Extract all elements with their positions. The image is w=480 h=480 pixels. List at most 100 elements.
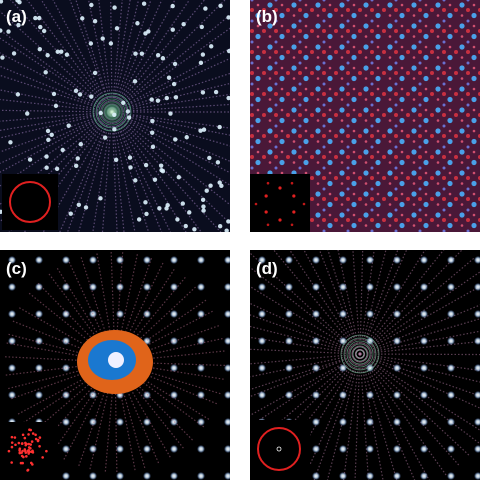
lattice-spot — [116, 256, 124, 264]
inset-ring — [9, 181, 51, 223]
ray — [0, 111, 113, 173]
ray — [75, 0, 113, 113]
center-blob — [108, 352, 124, 368]
lattice-spot — [447, 418, 455, 426]
spot — [11, 51, 17, 56]
inset-spot — [20, 454, 24, 458]
spot — [37, 15, 42, 21]
ray — [359, 353, 480, 372]
lattice-spot — [197, 283, 205, 291]
inset-spot — [20, 442, 24, 445]
spot — [226, 48, 230, 54]
spot — [76, 202, 82, 207]
spot — [150, 144, 156, 150]
lattice-spot — [143, 283, 151, 291]
lattice-spot — [258, 391, 266, 399]
lattice-spot — [420, 337, 428, 345]
ray — [359, 353, 480, 445]
ray — [359, 353, 384, 480]
ray — [359, 250, 445, 355]
inset-spot — [38, 444, 41, 448]
ring — [355, 349, 365, 359]
lattice-spot — [224, 256, 230, 264]
spot — [175, 217, 180, 222]
spot — [44, 154, 49, 159]
panel-c — [0, 250, 230, 480]
lattice-spot — [339, 283, 347, 291]
inset-spot — [264, 194, 268, 198]
lattice-spot — [312, 418, 320, 426]
lattice-spot — [339, 418, 347, 426]
inset-spot — [23, 448, 27, 451]
inset-spot — [45, 449, 48, 453]
lattice-spot — [62, 310, 70, 318]
spot — [200, 90, 206, 95]
spot — [172, 61, 178, 67]
lattice-spot — [312, 472, 320, 480]
inset-spot — [17, 441, 21, 445]
lattice-spot — [35, 310, 43, 318]
ray — [359, 353, 480, 383]
lattice-spot — [170, 283, 178, 291]
lattice-spot — [312, 283, 320, 291]
inset-spot — [10, 445, 14, 449]
ray — [111, 0, 152, 113]
lattice-spot — [8, 337, 16, 345]
spot — [88, 41, 94, 46]
lattice-spot — [224, 283, 230, 291]
spot — [17, 0, 22, 5]
spot — [0, 28, 3, 33]
inset-spot — [29, 443, 33, 446]
ray — [354, 353, 361, 480]
lattice-spot — [366, 256, 374, 264]
spot — [6, 29, 11, 34]
spot — [126, 115, 132, 120]
spot — [144, 211, 149, 217]
spot — [143, 200, 148, 205]
lattice-spot — [366, 283, 374, 291]
ray — [111, 111, 163, 232]
ray — [327, 250, 361, 355]
ray — [0, 111, 113, 122]
inset-spot — [24, 451, 28, 454]
spot — [171, 81, 177, 87]
lattice-spot — [420, 445, 428, 453]
lattice-spot — [258, 364, 266, 372]
ray — [110, 0, 113, 113]
ray — [359, 257, 476, 355]
spot — [168, 111, 173, 116]
spot — [192, 227, 197, 232]
lattice-spot — [312, 391, 320, 399]
inset-spot — [18, 450, 22, 454]
spot — [64, 52, 70, 57]
lattice-spot — [258, 337, 266, 345]
spot — [80, 16, 85, 21]
ray — [111, 111, 230, 206]
ray — [111, 111, 230, 186]
ray — [111, 111, 230, 136]
lattice-spot — [366, 391, 374, 399]
spot — [217, 180, 222, 185]
spot — [152, 177, 158, 182]
ray — [111, 0, 131, 113]
lattice-spot — [143, 310, 151, 318]
inset-spot — [19, 461, 23, 465]
ray — [92, 111, 113, 232]
inset-spot — [10, 441, 14, 444]
ray — [0, 111, 113, 187]
lattice-spot — [420, 472, 428, 480]
ray — [0, 111, 113, 223]
spot — [49, 132, 54, 138]
spot — [176, 175, 182, 180]
spot — [27, 157, 33, 162]
spot — [200, 197, 206, 203]
inset-spot — [27, 450, 30, 454]
spot — [127, 155, 133, 160]
ray — [359, 330, 480, 355]
lattice-spot — [420, 364, 428, 372]
ray — [111, 111, 136, 232]
spot — [200, 52, 206, 57]
inset-spot — [10, 435, 14, 439]
spot — [160, 56, 166, 61]
spot — [16, 22, 21, 28]
